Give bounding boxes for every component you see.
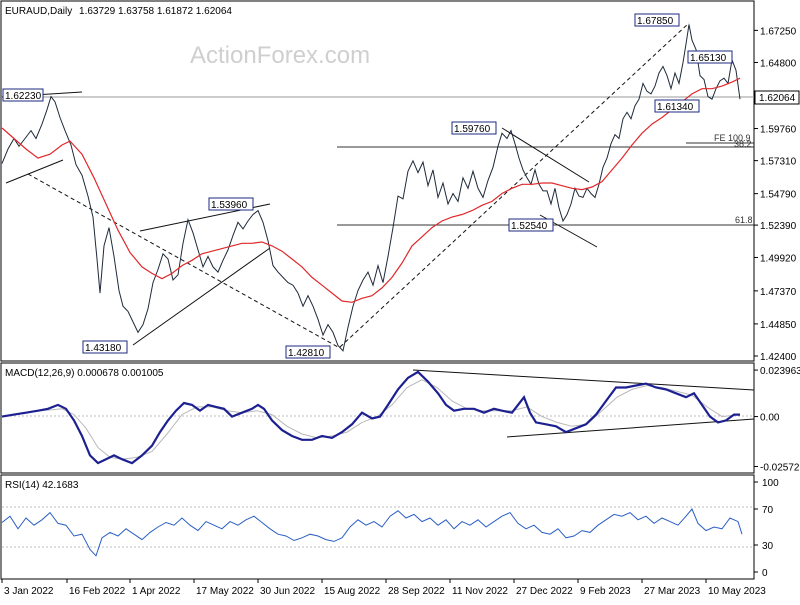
price-tick-label: 1.57310 [760,157,797,168]
rsi-tick-label: 30 [762,541,774,552]
x-tick-label: 3 Jan 2022 [4,586,54,597]
price-tick-label: 1.49920 [760,253,797,264]
rsi-line [1,508,743,557]
fib-label-38: 38.2 [734,139,752,149]
x-tick-label: 15 Aug 2022 [324,586,381,597]
svg-text:1.53960: 1.53960 [211,200,248,211]
svg-text:1.52540: 1.52540 [511,221,548,232]
rsi-title: RSI(14) 42.1683 [5,480,79,491]
price-label-1.43180: 1.43180 [82,340,128,354]
svg-text:1.62230: 1.62230 [5,91,42,102]
price-tick-label: 1.47370 [760,287,797,298]
x-tick-label: 1 Apr 2022 [132,586,181,597]
svg-text:1.59760: 1.59760 [454,124,491,135]
macd-tick-label: -0.025726 [760,462,800,473]
x-tick-label: 10 May 2023 [708,586,766,597]
price-tick-label: 1.44850 [760,320,797,331]
macd-main-line [1,370,740,465]
rsi-y-axis: 100 70 30 0 [754,478,779,579]
x-tick-label: 27 Mar 2023 [644,586,701,597]
price-label-1.52540: 1.52540 [508,218,554,232]
svg-text:1.62064: 1.62064 [759,93,796,104]
macd-signal-line [1,379,741,460]
current-price-tag: 1.62064 [754,90,800,105]
price-label-1.42810: 1.42810 [285,345,331,359]
channel-down-upper [501,127,590,183]
rsi-tick-label: 0 [762,568,768,579]
macd-tick-label: 0.023963 [760,366,800,377]
x-tick-label: 16 Feb 2022 [69,586,126,597]
x-axis: 3 Jan 2022 16 Feb 2022 1 Apr 2022 17 May 20… [1,579,766,597]
macd-resistance-line [412,369,755,391]
price-panel-frame [0,0,755,362]
price-annotations: 1.62230 1.53960 1.43180 1.42810 1.59760 … [2,13,733,359]
triangle-lower-line [132,247,271,346]
price-label-1.67850: 1.67850 [634,13,680,27]
rsi-tick-label: 100 [762,478,779,489]
ohlc-values: 1.63729 1.63758 1.61872 1.62064 [79,6,232,17]
rsi-tick-label: 70 [762,505,774,516]
price-tick-label: 1.54790 [760,190,797,201]
price-tick-label: 1.42400 [760,352,797,363]
price-label-1.62230: 1.62230 [2,88,44,102]
price-tick-label: 1.67250 [760,26,797,37]
price-series-line [1,24,741,352]
svg-text:1.42810: 1.42810 [288,348,325,359]
fib-label-61: 61.8 [735,215,753,225]
dashed-rise-line [339,22,690,348]
x-tick-label: 9 Feb 2023 [580,586,631,597]
price-tick-label: 1.52390 [760,221,797,232]
x-tick-label: 27 Dec 2022 [516,586,573,597]
price-label-1.59760: 1.59760 [451,121,497,135]
fib-label-fe-100: FE 100.9 [714,133,751,143]
watermark: ActionForex.com [190,42,370,69]
x-tick-label: 30 Jun 2022 [260,586,315,597]
svg-text:1.61340: 1.61340 [657,102,694,113]
macd-support-line [506,418,755,438]
symbol-label: EURAUD,Daily [5,6,72,17]
price-label-1.53960: 1.53960 [208,197,254,211]
x-tick-label: 11 Nov 2022 [452,586,508,597]
trendline-left-wedge [5,159,64,184]
chart-header: EURAUD,Daily 1.63729 1.63758 1.61872 1.6… [5,6,232,17]
svg-text:1.65130: 1.65130 [690,53,727,64]
dashed-decline-line [27,173,339,348]
x-tick-label: 17 May 2022 [196,586,254,597]
price-tick-label: 1.64800 [760,58,797,69]
x-tick-label: 28 Sep 2022 [388,586,445,597]
macd-panel-frame [0,362,755,474]
macd-tick-label: 0.00 [760,413,780,424]
price-y-axis: 1.67250 1.64800 1.59760 1.57310 1.54790 1.523… [754,26,797,363]
moving-average-line [1,77,741,303]
macd-title: MACD(12,26,9) 0.000678 0.001005 [5,368,164,379]
price-tick-label: 1.59760 [760,125,797,136]
price-label-1.61340: 1.61340 [654,99,700,113]
macd-y-axis: 0.023963 0.00 -0.025726 [754,366,800,473]
rsi-panel-frame [0,474,755,580]
svg-text:1.43180: 1.43180 [85,343,122,354]
svg-text:1.67850: 1.67850 [637,16,674,27]
trendlines [1,22,690,348]
price-label-1.65130: 1.65130 [687,50,733,64]
